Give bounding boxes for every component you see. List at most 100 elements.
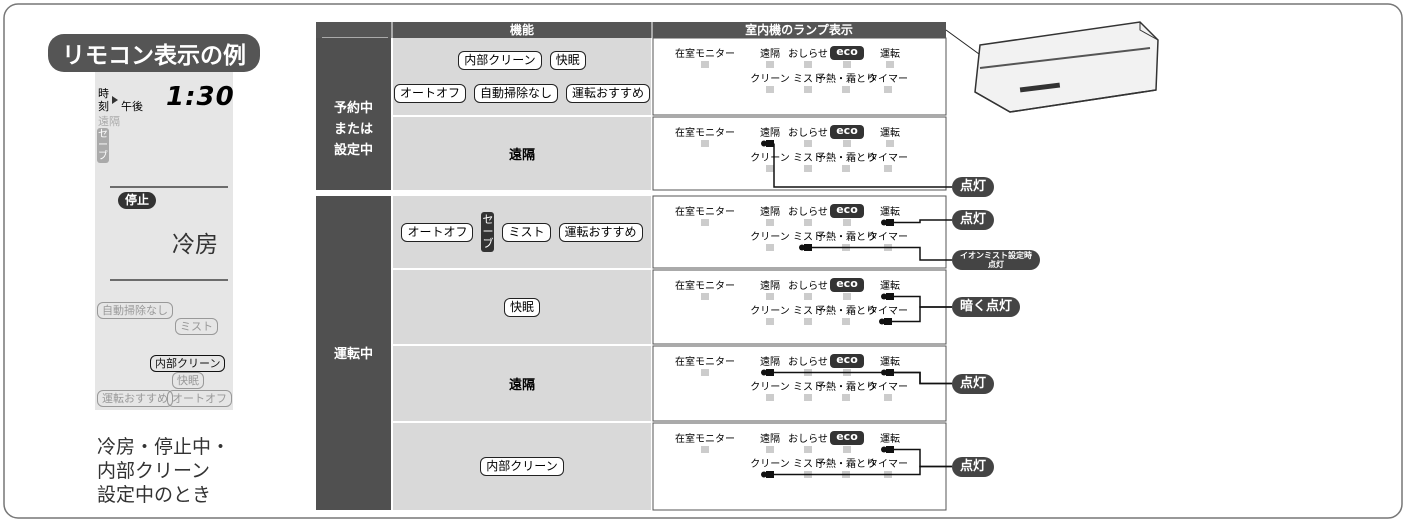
lamp-label: 遠隔 [760,281,780,292]
caption: 設定中のとき [97,484,212,506]
lamp [766,219,774,226]
function-line: 内部クリーン 快眠 [454,50,589,70]
lamp-label: 在室モニター [675,128,735,139]
lamp-label: 在室モニター [675,49,735,60]
time: 1:30 [166,82,235,112]
eco-badge [830,125,864,139]
clock-label: 時 [98,87,109,100]
ampm: 午後 [121,100,143,113]
lamp-label: タイマー [868,232,908,243]
lamp [766,165,774,172]
lamp-label: eco [836,124,858,137]
function-button: 内部クリーン [458,50,542,70]
mode: 冷房 [172,232,218,258]
lamp-label: eco [836,203,858,216]
lamp [766,86,774,93]
remote-button: 内部クリーン [150,355,226,372]
eco-badge [830,278,864,292]
function-button: オートオフ [401,222,474,242]
function-line: 内部クリーン [476,457,567,476]
lamp-label: 遠隔 [760,357,780,368]
lamp [766,394,774,401]
lamp-label: 運転 [880,207,900,218]
function-label: 遠隔 [508,378,535,393]
lamp-lit [886,446,894,453]
callout: 暗く点灯 [952,297,1021,317]
lamp [886,61,894,68]
function-button: 快眠 [503,297,540,317]
lamp-label: 遠隔 [760,128,780,139]
callout: 点灯 [952,177,995,197]
lamp [884,394,892,401]
lamp-lit-dot [881,446,887,453]
lamp [843,293,851,300]
lamp [884,86,892,93]
air-conditioner [974,21,1159,113]
lamp-lit-dot [761,140,767,147]
lamp-label: クリーン [750,153,790,164]
lamp-lit-dot [881,293,887,300]
function-cell-text: 快眠 [393,270,651,344]
lamp-lit-dot [879,318,885,325]
callout: 点灯 [952,210,995,230]
function-button: ミスト [502,222,551,242]
lamp-label: おしらせ [788,434,828,445]
lamp-label: ミスト [793,232,823,243]
lamp [766,293,774,300]
lamp-label: おしらせ [788,207,828,218]
lamp-cell [652,345,947,422]
lamp-lit [766,471,774,478]
lamp-lit [886,219,894,226]
function-cell-text: オートオフ セーブ ミスト 運転おすすめ [393,196,651,268]
lamp [804,293,812,300]
save: セーブ [97,128,109,163]
group-cell [316,196,391,510]
function-line: 快眠 [500,297,544,317]
table-header-bg [316,22,946,38]
lamp [842,165,850,172]
header: 室内機のランプ表示 [745,23,853,37]
lamp-lit [886,293,894,300]
lamp [766,61,774,68]
lamp-label: 予熱・霜とり [816,74,876,85]
callout: イオンミスト設定時 点灯 [952,250,1040,270]
lamp [843,446,851,453]
lamp-label: タイマー [868,306,908,317]
function-button: 快眠 [549,50,586,70]
lamp-label: ミスト [793,74,823,85]
group-label: 設定中 [333,142,373,158]
lamp-cell [652,269,947,345]
lamp-label: 在室モニター [675,357,735,368]
lamp-lit [884,318,892,325]
remote-lcd [95,68,233,410]
callout-line [812,246,952,261]
lamp-label: タイマー [868,153,908,164]
lamp [804,446,812,453]
lamp [701,369,709,376]
lamp-label: 在室モニター [675,207,735,218]
callout-line [894,371,952,385]
lamp-lit-dot [761,471,767,478]
lamp-cell [652,422,947,511]
lamp-label: 在室モニター [675,434,735,445]
callout-text: 点灯 [960,212,987,227]
eco-badge [830,354,864,368]
function-line: 遠隔 [509,144,535,163]
lamp [701,140,709,147]
lamp-label: 予熱・霜とり [816,382,876,393]
lamp-lit [804,244,812,251]
eco-badge [830,46,864,60]
group-label: または [333,121,373,137]
lamp-label: タイマー [868,382,908,393]
function-cell [393,346,651,421]
lamp-label: クリーン [750,232,790,243]
lamp-label: 運転 [880,357,900,368]
lamp-label: ミスト [793,306,823,317]
lamp [843,140,851,147]
function-line: オートオフ セーブ ミスト 運転おすすめ [397,212,646,252]
lamp [843,61,851,68]
lamp [842,318,850,325]
lamp [804,61,812,68]
clock-label: 刻 [98,100,109,113]
